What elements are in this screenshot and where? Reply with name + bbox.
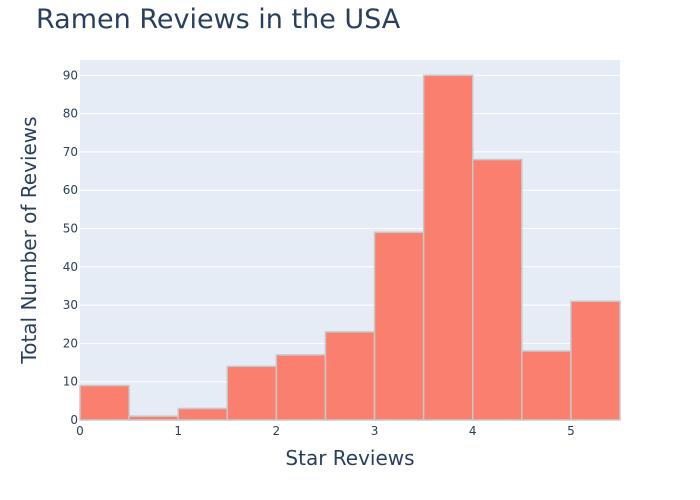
histogram-bar: [422, 74, 474, 421]
x-tick-label: 0: [76, 424, 84, 438]
histogram-bar: [79, 384, 130, 421]
histogram-bar: [471, 158, 523, 421]
y-tick-label: 40: [63, 260, 78, 274]
bars: [79, 74, 621, 421]
x-tick-label: 5: [567, 424, 575, 438]
histogram-bar: [570, 300, 621, 421]
x-tick-label: 2: [273, 424, 281, 438]
x-tick-labels: 0 1 2 3 4 5: [76, 424, 575, 438]
histogram-bar: [373, 231, 425, 421]
y-tick-label: 0: [70, 413, 78, 427]
y-tick-label: 10: [63, 375, 78, 389]
gridlines: [80, 74, 620, 383]
y-tick-label: 20: [63, 336, 78, 350]
histogram-bar: [324, 331, 376, 421]
y-tick-label: 60: [63, 183, 78, 197]
y-tick-label: 80: [63, 107, 78, 121]
x-tick-label: 4: [469, 424, 477, 438]
histogram-bar: [275, 354, 327, 421]
histogram-bar: [226, 365, 278, 421]
histogram-bar: [177, 407, 229, 421]
y-tick-label: 30: [63, 298, 78, 312]
chart-title: Ramen Reviews in the USA: [36, 4, 401, 35]
x-tick-label: 1: [174, 424, 182, 438]
y-tick-label: 70: [63, 145, 78, 159]
y-axis-title: Total Number of Reviews: [17, 116, 41, 364]
histogram-bar: [521, 350, 572, 421]
y-tick-labels: 0 10 20 30 40 50 60 70 80 90: [63, 68, 78, 427]
histogram-bar: [128, 415, 179, 421]
x-tick-label: 3: [371, 424, 379, 438]
y-tick-label: 50: [63, 222, 78, 236]
x-axis-title: Star Reviews: [285, 446, 414, 470]
y-tick-label: 90: [63, 68, 78, 82]
